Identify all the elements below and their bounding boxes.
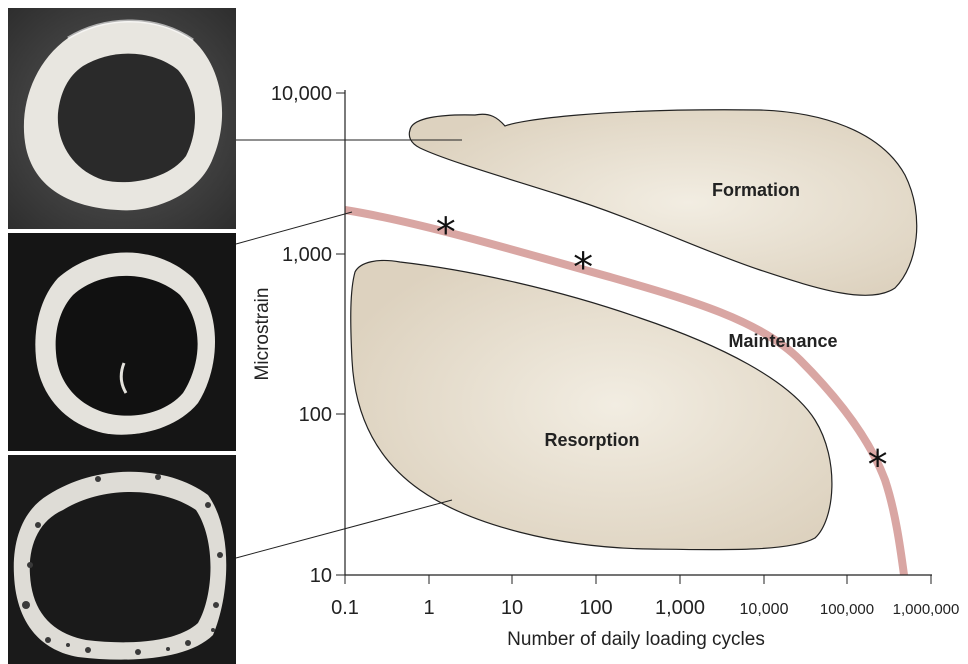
bone-ring-normal-image	[8, 233, 236, 451]
y-tick-label-10: 10	[310, 565, 332, 587]
bone-cross-section-thick-photo	[8, 8, 236, 229]
formation-label: Formation	[712, 180, 800, 200]
x-tick-label-1: 1	[423, 597, 434, 619]
asterisk-marker-1: *	[436, 210, 456, 256]
y-tick-label-10000: 10,000	[271, 83, 332, 105]
x-tick-label-100000: 100,000	[820, 601, 874, 618]
bone-ring-porous-image	[8, 455, 236, 664]
x-tick-label-1000: 1,000	[655, 597, 705, 619]
resorption-label: Resorption	[544, 430, 639, 450]
bone-ring-thick-image	[8, 8, 236, 229]
y-axis-title: Microstrain	[252, 288, 273, 381]
x-tick-label-100: 100	[579, 597, 612, 619]
maintenance-label: Maintenance	[728, 331, 837, 351]
y-tick-label-1000: 1,000	[282, 244, 332, 266]
asterisk-marker-2: *	[573, 245, 593, 291]
bone-cross-section-normal-photo	[8, 233, 236, 451]
x-tick-label-0.1: 0.1	[331, 597, 359, 619]
asterisk-marker-3: *	[868, 443, 888, 489]
formation-region	[408, 109, 918, 296]
maintenance-threshold-curve	[344, 206, 908, 576]
resorption-region	[350, 259, 833, 551]
y-tick-label-100: 100	[299, 404, 332, 426]
x-tick-label-10000: 10,000	[740, 601, 789, 618]
bone-cross-section-porous-photo	[8, 455, 236, 664]
x-tick-label-1000000: 1,000,000	[893, 601, 960, 618]
x-axis-ticks	[344, 575, 932, 584]
connector-line-maintenance	[235, 211, 353, 245]
x-tick-label-10: 10	[501, 597, 523, 619]
x-axis-title: Number of daily loading cycles	[507, 629, 765, 650]
asterisk-markers: * * *	[436, 210, 888, 489]
y-axis-ticks	[336, 92, 345, 576]
connector-line-resorption	[235, 499, 453, 559]
